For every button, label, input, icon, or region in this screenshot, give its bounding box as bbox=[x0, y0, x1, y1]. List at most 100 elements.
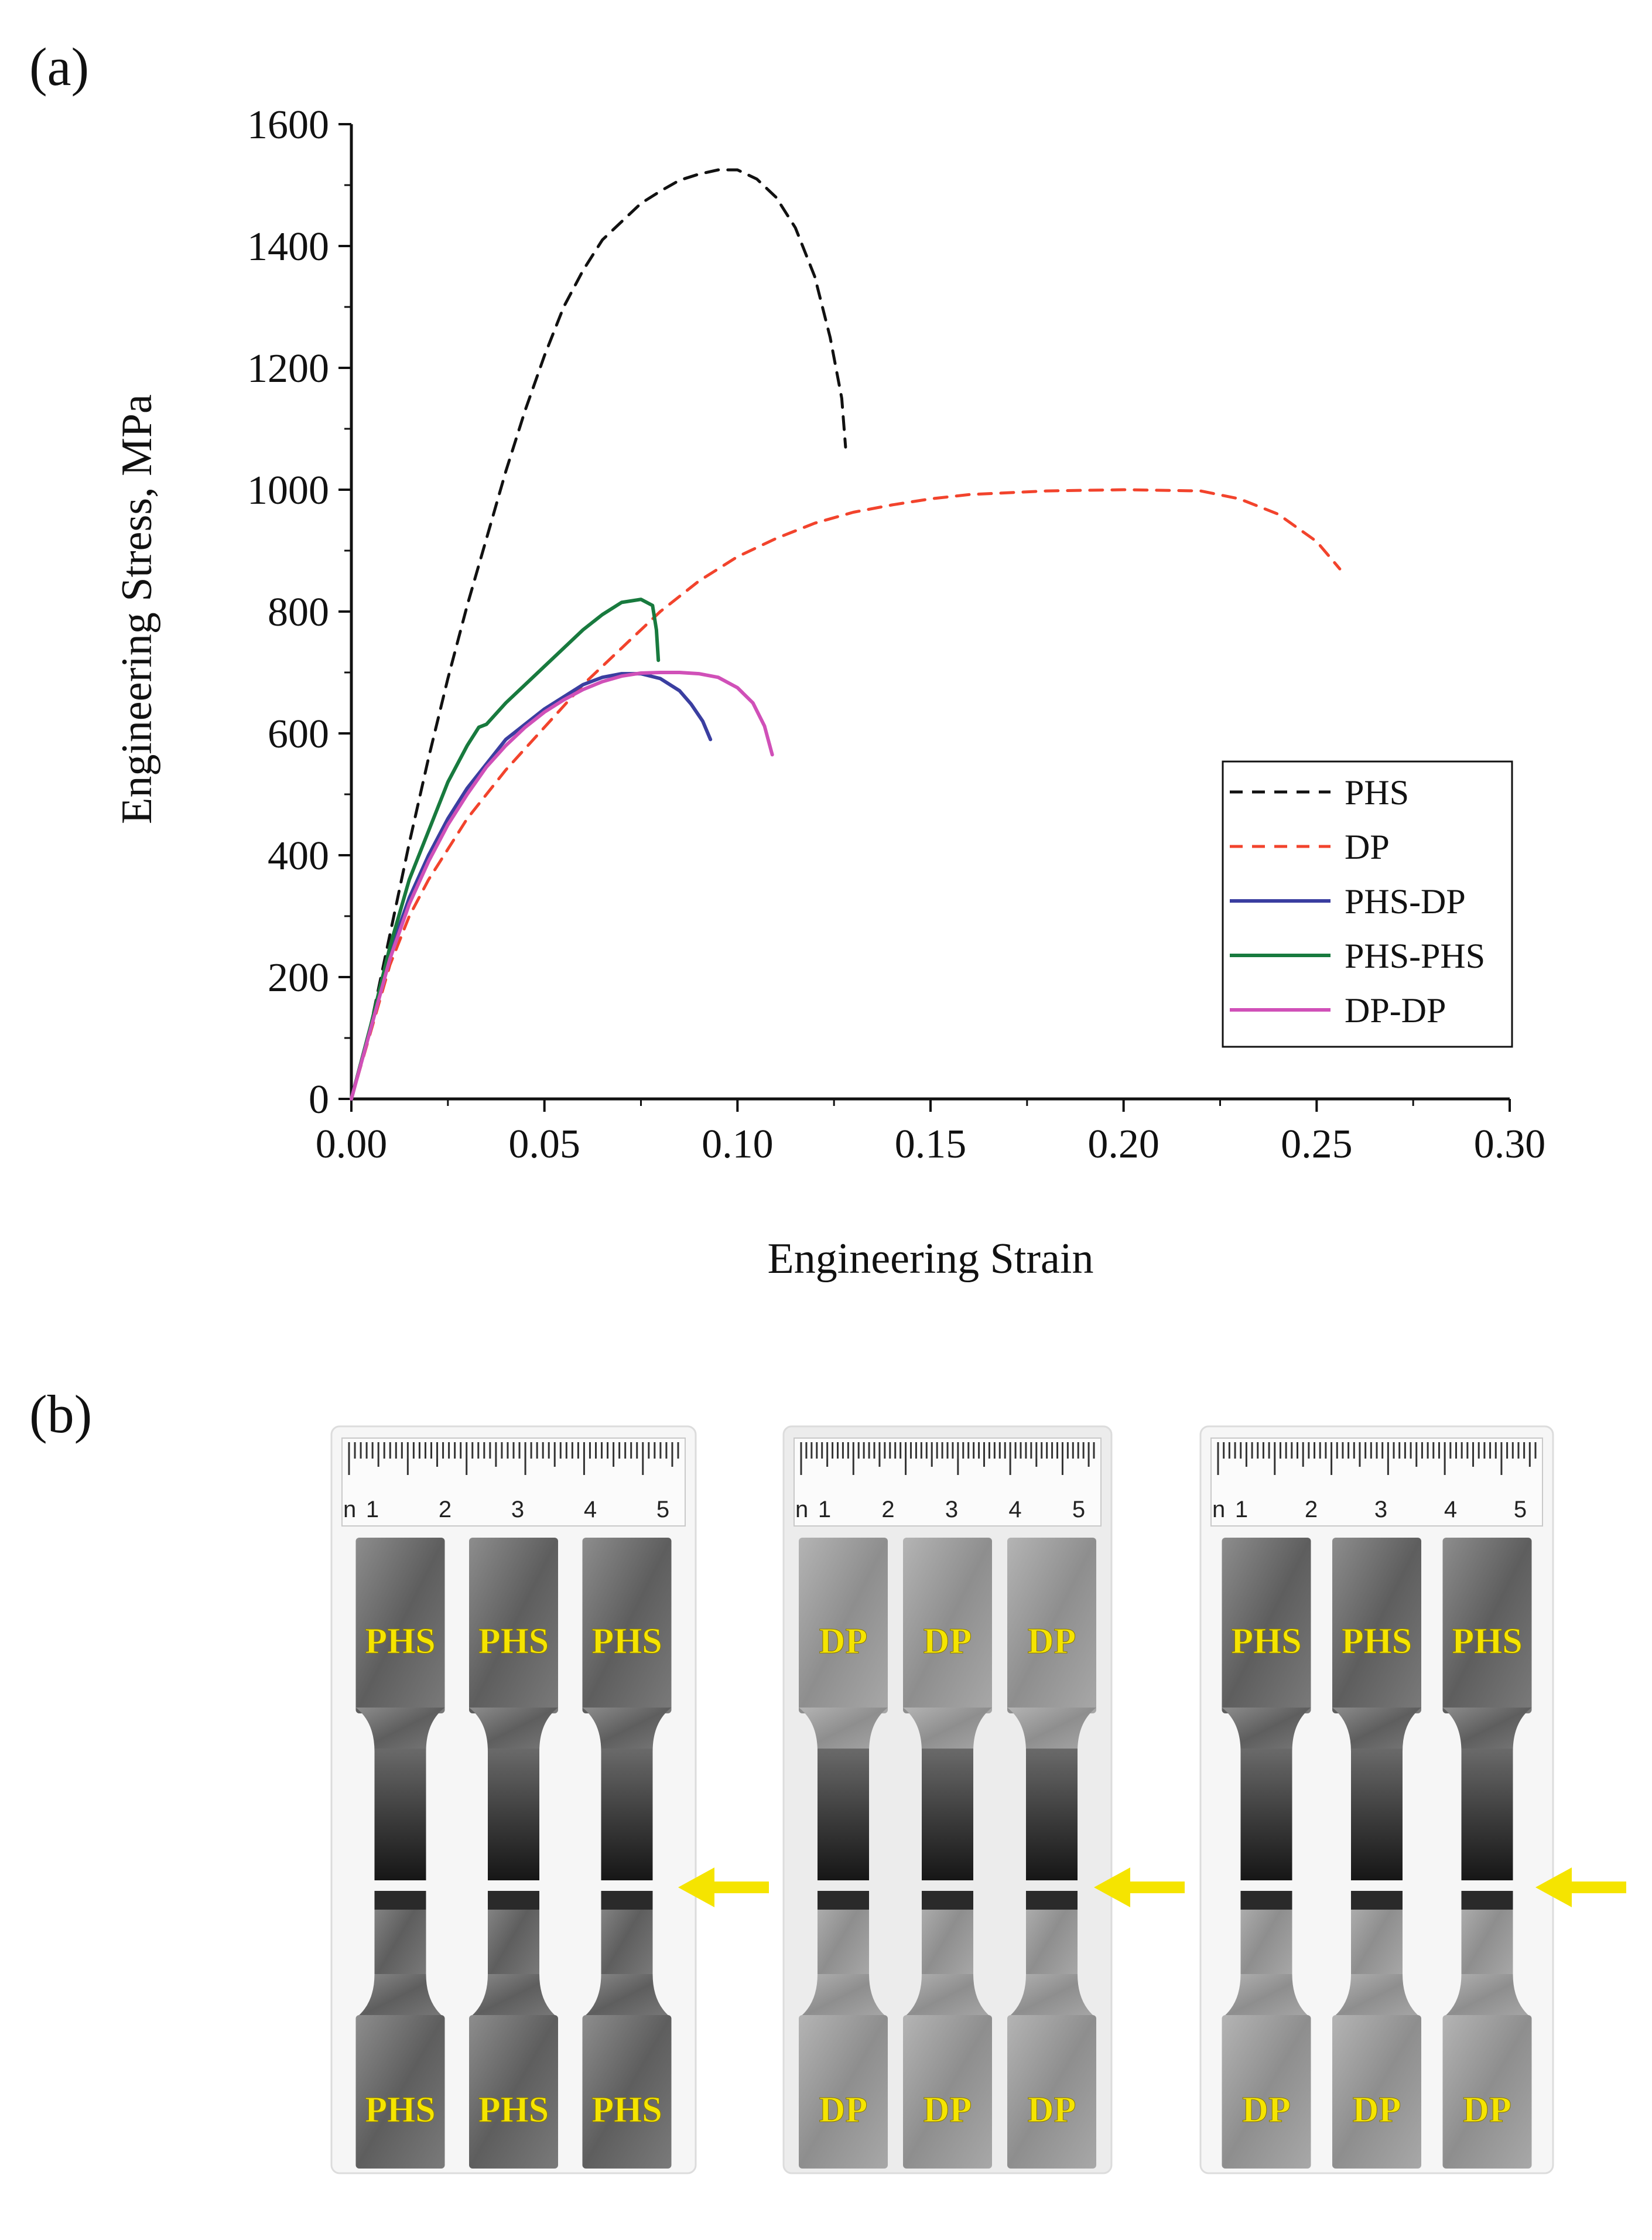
fracture-edge bbox=[374, 1891, 426, 1910]
specimen-group-dp-dp: n 1 2 3 4 5 DP DP DP DP DP DP bbox=[782, 1425, 1185, 2174]
fracture-arrow-icon bbox=[1535, 1867, 1626, 1907]
specimen-grip-top bbox=[1442, 1538, 1532, 1713]
specimen-grip-top bbox=[903, 1538, 992, 1713]
series-layer bbox=[350, 168, 1342, 1101]
specimen-shoulder-bottom bbox=[799, 1974, 888, 2018]
specimen-label-top: PHS bbox=[1452, 1621, 1523, 1661]
specimen-grip-bottom bbox=[1332, 2015, 1421, 2169]
specimen-gauge-top bbox=[1351, 1749, 1403, 1880]
legend-label-dp: DP bbox=[1345, 828, 1390, 866]
legend-label-phs-dp: PHS-DP bbox=[1345, 882, 1466, 921]
specimen-label-top: DP bbox=[819, 1621, 868, 1661]
fracture-edge bbox=[818, 1891, 869, 1910]
ruler-number: 1 bbox=[818, 1497, 831, 1522]
specimen-shoulder-top bbox=[469, 1708, 558, 1751]
fracture-edge bbox=[1026, 1891, 1078, 1910]
specimen-shoulder-bottom bbox=[1007, 1974, 1096, 2018]
specimen-gauge-top bbox=[1240, 1749, 1292, 1880]
specimen-grip-bottom bbox=[582, 2015, 672, 2169]
specimen-label-top: PHS bbox=[1342, 1621, 1412, 1661]
ruler-prefix: n bbox=[1212, 1497, 1225, 1522]
fracture-edge bbox=[1461, 1891, 1513, 1910]
legend-label-dp-dp: DP-DP bbox=[1345, 991, 1446, 1030]
specimen-grip-bottom bbox=[799, 2015, 888, 2169]
fracture-edge bbox=[1240, 1891, 1292, 1910]
specimen-label-bottom: DP bbox=[1028, 2090, 1076, 2130]
y-axis-ticks: 0 200 400 600 800 1000 1200 1400 1600 bbox=[247, 103, 351, 1122]
y-tick-label: 800 bbox=[268, 590, 329, 635]
specimen-label-bottom: DP bbox=[1242, 2090, 1291, 2130]
ruler-prefix: n bbox=[343, 1497, 356, 1522]
ruler-number: 3 bbox=[945, 1497, 958, 1522]
specimen-grip-top bbox=[799, 1538, 888, 1713]
specimen-label-top: PHS bbox=[591, 1621, 662, 1661]
legend-box bbox=[1222, 760, 1513, 1048]
x-tick-label: 0.10 bbox=[702, 1122, 774, 1167]
ruler-number: 3 bbox=[511, 1497, 524, 1522]
specimen-gauge-top bbox=[601, 1749, 653, 1880]
specimen-label-bottom: PHS bbox=[478, 2090, 549, 2130]
specimen-grip-bottom bbox=[1442, 2015, 1532, 2169]
specimen-shoulder-top bbox=[1332, 1708, 1421, 1751]
specimen-label-bottom: DP bbox=[1353, 2090, 1401, 2130]
legend: PHS DP PHS-DP PHS-PHS DP-DP bbox=[1222, 760, 1513, 1048]
specimen-shoulder-top bbox=[582, 1708, 672, 1751]
series-line-phs bbox=[350, 168, 847, 1101]
specimen-grip-bottom bbox=[469, 2015, 558, 2169]
x-tick-label: 0.05 bbox=[508, 1122, 580, 1167]
x-tick-label: 0.30 bbox=[1474, 1122, 1546, 1167]
ruler-number: 4 bbox=[584, 1497, 597, 1522]
specimen-shoulder-bottom bbox=[903, 1974, 992, 2018]
specimen-shoulder-bottom bbox=[582, 1974, 672, 2018]
specimen-shoulder-bottom bbox=[1442, 1974, 1532, 2018]
specimen-label-bottom: PHS bbox=[591, 2090, 662, 2130]
specimen-grip-top bbox=[355, 1538, 445, 1713]
y-tick-label: 0 bbox=[309, 1077, 329, 1122]
specimen-shoulder-bottom bbox=[355, 1974, 445, 2018]
ruler-prefix: n bbox=[795, 1497, 808, 1522]
ruler-number: 2 bbox=[1305, 1497, 1318, 1522]
specimen-label-top: PHS bbox=[478, 1621, 549, 1661]
fracture-edge bbox=[1351, 1891, 1403, 1910]
panel-b-label: (b) bbox=[29, 1384, 92, 1444]
specimen-label-top: DP bbox=[1028, 1621, 1076, 1661]
specimen-grip-top bbox=[582, 1538, 672, 1713]
y-tick-label: 400 bbox=[268, 834, 329, 879]
x-axis-ticks: 0.00 0.05 0.10 0.15 0.20 0.25 0.30 bbox=[316, 1099, 1546, 1167]
specimen-shoulder-top bbox=[355, 1708, 445, 1751]
specimen-label-top: PHS bbox=[365, 1621, 436, 1661]
specimen-grip-top bbox=[1222, 1538, 1311, 1713]
specimen-shoulder-bottom bbox=[1332, 1974, 1421, 2018]
fracture-edge bbox=[601, 1891, 653, 1910]
ruler-number: 4 bbox=[1444, 1497, 1457, 1522]
specimen-shoulder-top bbox=[1007, 1708, 1096, 1751]
x-tick-label: 0.15 bbox=[895, 1122, 967, 1167]
x-tick-label: 0.00 bbox=[316, 1122, 388, 1167]
specimen-label-bottom: DP bbox=[819, 2090, 868, 2130]
specimen-grip-bottom bbox=[355, 2015, 445, 2169]
y-tick-label: 600 bbox=[268, 712, 329, 757]
fracture-arrow-icon bbox=[1094, 1867, 1185, 1907]
x-tick-label: 0.20 bbox=[1087, 1122, 1160, 1167]
x-axis-title: Engineering Strain bbox=[768, 1235, 1094, 1283]
legend-label-phs-phs: PHS-PHS bbox=[1345, 937, 1485, 975]
panel-a-label: (a) bbox=[29, 37, 89, 97]
y-tick-label: 1600 bbox=[247, 103, 329, 148]
specimen-shoulder-top bbox=[799, 1708, 888, 1751]
fracture-edge bbox=[488, 1891, 539, 1910]
specimen-gauge-top bbox=[1026, 1749, 1078, 1880]
specimen-gauge-top bbox=[1461, 1749, 1513, 1880]
specimen-label-top: DP bbox=[924, 1621, 972, 1661]
y-tick-label: 200 bbox=[268, 955, 329, 1001]
specimen-grip-top bbox=[1332, 1538, 1421, 1713]
specimen-label-top: PHS bbox=[1231, 1621, 1302, 1661]
specimen-shoulder-top bbox=[1442, 1708, 1532, 1751]
y-tick-label: 1000 bbox=[247, 468, 329, 513]
ruler-number: 3 bbox=[1374, 1497, 1387, 1522]
specimen-shoulder-top bbox=[903, 1708, 992, 1751]
ruler-number: 1 bbox=[366, 1497, 379, 1522]
y-tick-label: 1400 bbox=[247, 224, 329, 269]
fracture-arrow-icon bbox=[678, 1867, 769, 1907]
